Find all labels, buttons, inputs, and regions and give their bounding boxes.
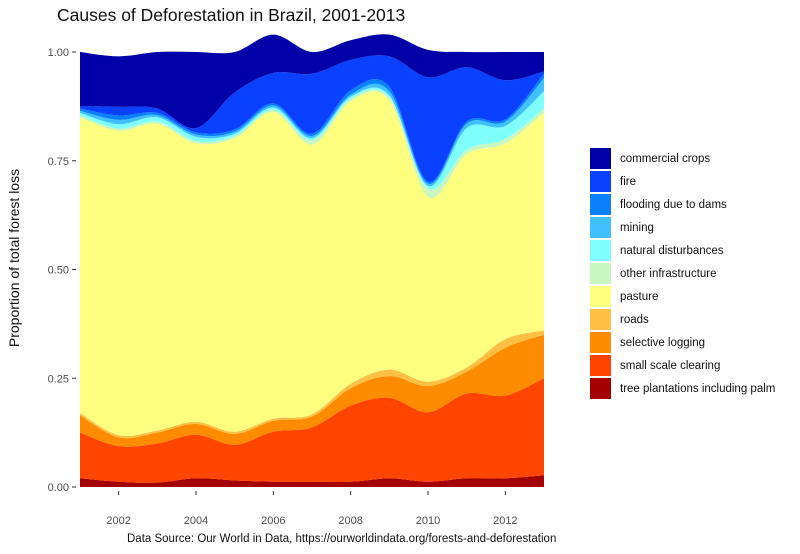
plot-area	[80, 34, 544, 487]
y-tick-label: 0.25	[48, 373, 69, 385]
x-tick-label: 2010	[416, 515, 440, 527]
legend-swatch	[590, 148, 611, 169]
y-tick-label: 0.00	[48, 482, 69, 494]
y-axis-label: Proportion of total forest loss	[6, 168, 22, 348]
legend-item: selective logging	[590, 331, 775, 354]
legend-label: flooding due to dams	[620, 198, 727, 211]
area-small-scale-clearing	[80, 378, 544, 483]
area-selective-logging	[80, 334, 544, 447]
legend-swatch	[590, 309, 611, 330]
legend-item: mining	[590, 216, 775, 239]
legend-item: flooding due to dams	[590, 193, 775, 216]
area-other-infrastructure	[80, 89, 544, 199]
legend-item: tree plantations including palm	[590, 377, 775, 400]
legend-label: commercial crops	[620, 152, 711, 165]
legend-item: other infrastructure	[590, 262, 775, 285]
legend-swatch	[590, 171, 611, 192]
legend-label: natural disturbances	[620, 244, 724, 257]
legend-swatch	[590, 378, 611, 399]
area-tree-plantations-including-palm	[80, 475, 544, 487]
legend-label: fire	[620, 175, 636, 188]
legend-swatch	[590, 217, 611, 238]
x-tick-label: 2006	[261, 515, 285, 527]
area-natural-disturbances	[80, 87, 544, 190]
legend-item: natural disturbances	[590, 239, 775, 262]
y-axis: 0.00 0.25 0.50 0.75 1.00	[48, 47, 76, 494]
data-source-caption: Data Source: Our World in Data, https://…	[127, 533, 557, 545]
chart-title: Causes of Deforestation in Brazil, 2001-…	[57, 5, 406, 25]
legend-label: selective logging	[620, 336, 706, 349]
x-tick-label: 2008	[338, 515, 362, 527]
legend-item: small scale clearing	[590, 354, 775, 377]
legend-swatch	[590, 332, 611, 353]
area-commercial-crops	[80, 34, 544, 129]
legend-swatch	[590, 286, 611, 307]
legend-item: fire	[590, 170, 775, 193]
legend-swatch	[590, 194, 611, 215]
legend-label: small scale clearing	[620, 359, 721, 372]
x-tick-label: 2004	[184, 515, 208, 527]
legend-item: pasture	[590, 285, 775, 308]
x-tick-label: 2012	[493, 515, 517, 527]
x-axis: 2002 2004 2006 2008 2010 2012	[106, 491, 518, 527]
legend-item: roads	[590, 308, 775, 331]
area-fire	[80, 55, 544, 183]
y-tick-label: 0.75	[48, 156, 69, 168]
legend-label: mining	[620, 221, 654, 234]
legend-swatch	[590, 263, 611, 284]
legend-label: tree plantations including palm	[620, 382, 776, 395]
x-tick-label: 2002	[106, 515, 130, 527]
legend-swatch	[590, 355, 611, 376]
y-tick-label: 1.00	[48, 47, 69, 59]
area-pasture	[80, 91, 544, 437]
legend-label: pasture	[620, 290, 659, 303]
y-tick-label: 0.50	[48, 265, 69, 277]
legend-item: commercial crops	[590, 147, 775, 170]
legend-label: other infrastructure	[620, 267, 717, 280]
legend-label: roads	[620, 313, 649, 326]
legend-swatch	[590, 240, 611, 261]
legend: commercial crops fire flooding due to dams…	[590, 147, 775, 400]
